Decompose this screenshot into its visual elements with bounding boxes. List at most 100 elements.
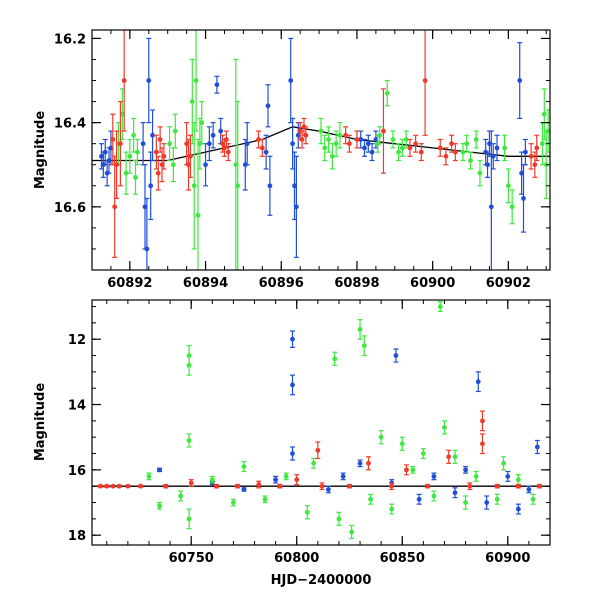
bottom-red-point [256,480,262,489]
bottom-blue-point [526,485,532,494]
bottom-red-point [425,483,431,489]
top-green-point [134,138,140,166]
top-green-point [473,130,479,149]
top-green-point [333,130,339,157]
top-red-point [407,138,413,157]
bottom-y-tick-label: 14 [68,399,86,414]
bottom-green-point [311,457,317,469]
top-green-point [337,122,343,149]
bottom-green-point [494,493,500,505]
bottom-green-point [501,456,507,471]
bottom-x-tick-label: 60850 [380,551,425,566]
bottom-green-point [473,470,479,482]
bottom-blue-point [290,446,296,461]
bottom-red-point [479,433,485,455]
bottom-red-point [479,410,485,432]
bottom-green-point [420,448,426,460]
top-blue-point [490,143,496,170]
bottom-blue-point [357,459,363,468]
top-blue-point [203,143,209,187]
top-green-point [191,122,197,250]
bottom-green-point [262,495,268,504]
top-blue-point [263,134,269,170]
top-green-point [123,151,129,195]
top-green-point [377,126,383,145]
top-red-point [114,130,120,200]
top-panel-frame [91,29,551,271]
top-green-point [390,130,396,149]
bottom-red-point [188,479,194,487]
bottom-green-point [186,508,192,530]
top-blue-point [288,37,294,124]
bottom-green-point [157,501,163,510]
top-green-point [464,134,470,153]
top-blue-point [267,155,273,216]
bottom-y-tick-label: 12 [68,333,86,348]
top-green-point [502,134,508,162]
top-blue-point [494,134,500,162]
bottom-blue-point [515,503,521,515]
top-x-tick-label: 60892 [107,276,152,291]
bottom-red-point [536,483,542,489]
top-green-point [477,159,483,187]
top-green-point [170,147,176,183]
top-green-point [195,138,201,270]
top-red-point [161,143,167,170]
top-green-point [545,109,550,153]
top-red-point [437,138,443,157]
bottom-blue-point [340,472,346,481]
bottom-blue-point [290,374,296,396]
bottom-green-point [186,433,192,448]
bottom-blue-point [241,487,247,492]
top-green-point [329,143,335,170]
top-blue-point [362,138,368,157]
top-x-tick-label: 60896 [259,276,304,291]
bottom-green-point [399,436,405,451]
bottom-green-point [515,474,521,486]
bottom-red-point [277,483,283,489]
bottom-green-point [230,498,236,507]
bottom-green-point [452,449,458,464]
top-red-point [256,130,262,149]
top-red-point [443,147,449,166]
bottom-green-point [241,461,247,473]
top-green-point [133,159,139,195]
top-green-point [193,30,199,132]
top-red-point [259,138,265,157]
bottom-green-point [357,319,363,340]
top-green-point [326,126,332,153]
bottom-red-point [315,441,321,460]
top-red-point [418,143,424,162]
top-green-point [468,151,474,170]
top-blue-point [521,164,527,233]
bottom-red-point [403,464,409,476]
top-red-point [223,130,229,149]
bottom-y-tick-label: 18 [68,529,86,544]
bottom-green-point [368,493,374,505]
bottom-red-point [214,483,220,489]
top-x-tick-label: 60898 [334,276,379,291]
bottom-green-point [389,503,395,515]
bottom-green-point [209,475,215,484]
top-red-point [449,134,455,153]
top-green-point [403,130,409,149]
top-panel: 60892 60894 60896 60898 60900 60902 16.2 16.4 16… [33,29,551,291]
bottom-red-point [365,456,371,471]
top-green-point [233,58,239,270]
bottom-red-point [235,483,241,489]
bottom-red-point [294,474,300,486]
top-red-point [528,143,534,170]
top-x-tick-label: 60902 [486,276,531,291]
bottom-blue-point [273,475,279,484]
bottom-panel-data-layer [92,301,550,540]
bottom-red-point [515,483,521,489]
top-red-point [117,100,123,187]
bottom-green-point [304,505,310,520]
bottom-red-point [446,449,452,464]
bottom-x-tick-label: 60750 [169,551,214,566]
bottom-blue-point [431,472,437,481]
bottom-panel: 60750 60800 60850 60900 12 14 16 18 Magnitude H… [33,299,551,588]
top-red-point [187,134,193,178]
top-green-point [127,138,133,174]
